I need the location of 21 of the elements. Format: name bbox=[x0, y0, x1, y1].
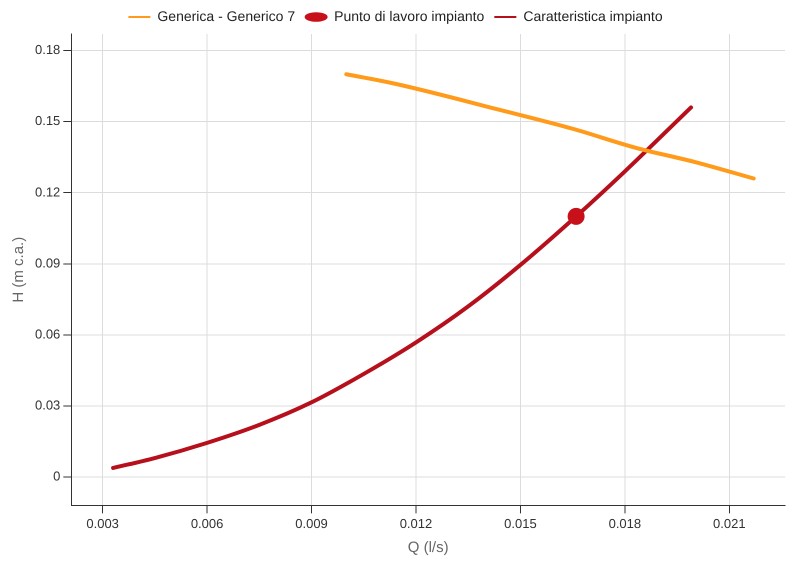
y-tick-label: 0.03 bbox=[34, 397, 60, 412]
y-tick-label: 0.18 bbox=[34, 42, 60, 58]
x-tick-label: 0.018 bbox=[608, 516, 642, 531]
line-series bbox=[344, 72, 756, 180]
y-axis-title: H (m c.a.) bbox=[10, 236, 28, 303]
y-tick-label: 0.06 bbox=[34, 326, 60, 342]
y-tick-label: 0.15 bbox=[34, 113, 60, 128]
legend-label: Punto di lavoro impianto bbox=[334, 8, 485, 24]
x-tick-label: 0.012 bbox=[400, 516, 432, 531]
x-axis-title: Q (l/s) bbox=[408, 539, 449, 556]
x-tick-label: 0.015 bbox=[504, 516, 537, 531]
legend-label: Caratteristica impianto bbox=[523, 8, 663, 24]
x-tick-label: 0.021 bbox=[713, 516, 746, 531]
legend-label: Generica - Generico 7 bbox=[157, 8, 296, 24]
x-tick-label: 0.003 bbox=[86, 516, 119, 531]
y-tick-label: 0.09 bbox=[34, 255, 60, 270]
line-series bbox=[111, 105, 693, 470]
x-tick-label: 0.006 bbox=[190, 516, 224, 531]
y-tick-label: 0 bbox=[53, 468, 60, 484]
y-tick-label: 0.12 bbox=[34, 184, 60, 200]
x-tick-label: 0.009 bbox=[295, 516, 328, 531]
